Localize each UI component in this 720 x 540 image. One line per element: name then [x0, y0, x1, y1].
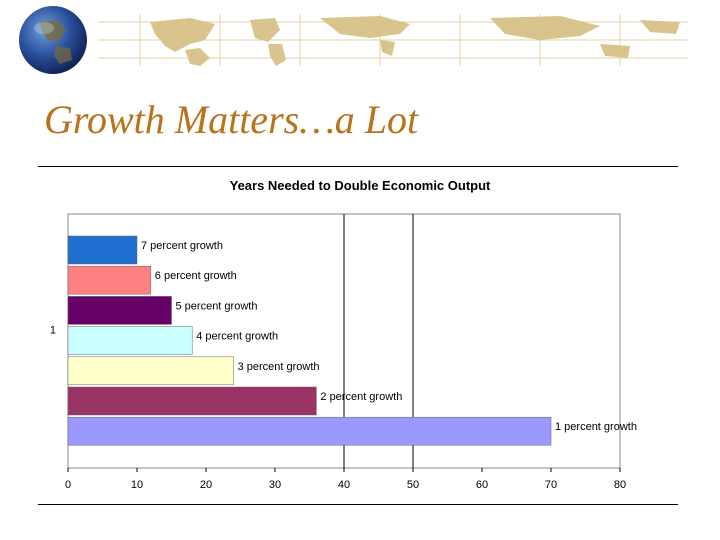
x-tick-label: 10 — [131, 479, 143, 491]
bar — [67, 356, 234, 386]
bar-label: 3 percent growth — [238, 361, 320, 373]
bar — [67, 235, 138, 265]
bar — [67, 416, 552, 446]
x-tick-label: 30 — [269, 479, 281, 491]
bar-label: 2 percent growth — [320, 391, 402, 403]
plot-area: 0 10 20 30 40 50 60 70 80 7 percent growth 6 perce… — [50, 213, 637, 491]
x-tick-label: 40 — [338, 479, 350, 491]
bar-label: 6 percent growth — [155, 270, 237, 282]
bar-label: 1 percent growth — [555, 421, 637, 433]
x-tick-label: 0 — [65, 479, 71, 491]
bottom-divider — [38, 504, 678, 505]
category-axis-label: 1 — [50, 325, 56, 337]
bar — [67, 326, 193, 355]
slide-title: Growth Matters…a Lot — [44, 97, 419, 142]
bar-label: 4 percent growth — [196, 331, 278, 343]
chart-title: Years Needed to Double Economic Output — [230, 178, 491, 193]
bar-label: 7 percent growth — [141, 240, 223, 252]
world-map-strip — [98, 14, 688, 66]
bar — [67, 386, 317, 416]
x-tick-label: 60 — [476, 479, 488, 491]
top-divider — [38, 166, 678, 167]
x-tick-label: 20 — [200, 479, 212, 491]
header-banner — [0, 0, 720, 80]
bar — [67, 265, 152, 295]
x-tick-label: 80 — [614, 479, 626, 491]
x-tick-label: 50 — [407, 479, 419, 491]
globe-icon — [19, 6, 87, 74]
x-tick-label: 70 — [545, 479, 557, 491]
bar-chart: Years Needed to Double Economic Output 0… — [50, 178, 637, 491]
bar-label: 5 percent growth — [176, 300, 258, 312]
bar — [67, 296, 172, 325]
